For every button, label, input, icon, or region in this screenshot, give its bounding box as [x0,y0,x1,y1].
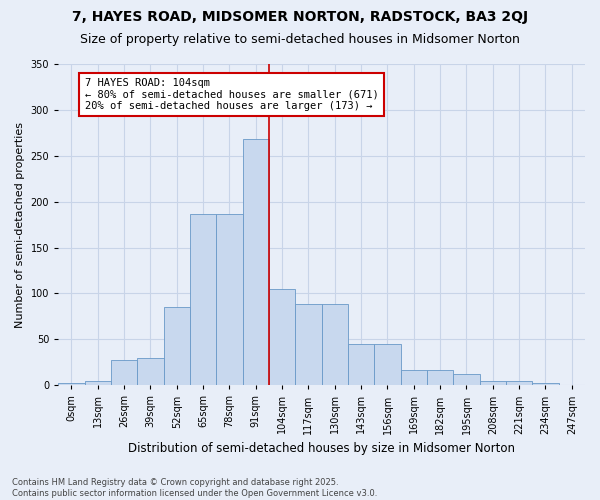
Bar [532,384,559,386]
Bar [479,380,506,386]
Bar [506,380,532,386]
Text: 7 HAYES ROAD: 104sqm
← 80% of semi-detached houses are smaller (671)
20% of semi: 7 HAYES ROAD: 104sqm ← 80% of semi-detac… [85,78,378,111]
Bar [58,384,85,386]
Y-axis label: Number of semi-detached properties: Number of semi-detached properties [15,122,25,328]
Bar [137,358,164,386]
Bar [85,380,111,386]
Bar [269,289,295,386]
Bar [401,370,427,386]
Bar [190,214,216,386]
Bar [295,304,322,386]
Bar [111,360,137,386]
Bar [322,304,348,386]
Bar [242,140,269,386]
Bar [216,214,242,386]
Bar [454,374,479,386]
Bar [427,370,454,386]
Bar [348,344,374,386]
X-axis label: Distribution of semi-detached houses by size in Midsomer Norton: Distribution of semi-detached houses by … [128,442,515,455]
Bar [374,344,401,386]
Text: Contains HM Land Registry data © Crown copyright and database right 2025.
Contai: Contains HM Land Registry data © Crown c… [12,478,377,498]
Text: 7, HAYES ROAD, MIDSOMER NORTON, RADSTOCK, BA3 2QJ: 7, HAYES ROAD, MIDSOMER NORTON, RADSTOCK… [72,10,528,24]
Bar [164,307,190,386]
Text: Size of property relative to semi-detached houses in Midsomer Norton: Size of property relative to semi-detach… [80,32,520,46]
